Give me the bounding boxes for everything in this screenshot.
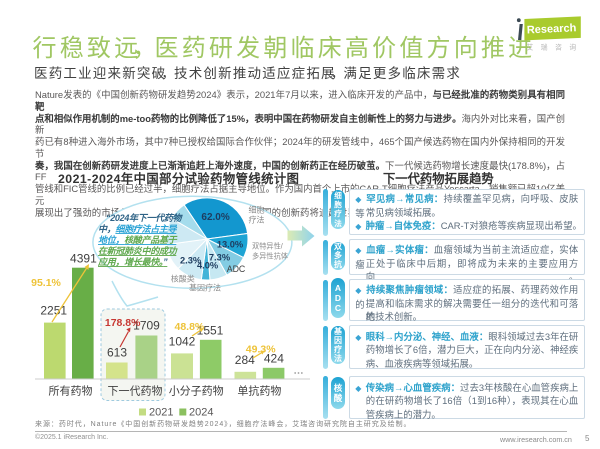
svg-text:2251: 2251 [40,304,67,318]
svg-text:2024: 2024 [189,407,213,419]
svg-text:62.0%: 62.0% [201,212,229,223]
svg-text:4.0%: 4.0% [197,260,219,270]
svg-text:7.3%: 7.3% [209,253,231,263]
svg-text:⋯: ⋯ [294,368,304,379]
svg-text:4391: 4391 [70,252,97,266]
svg-text:双特异性/: 双特异性/ [252,242,283,251]
svg-text:应用，增长最快。”: 应用，增长最快。” [97,257,168,267]
svg-text:49.3%: 49.3% [246,343,276,355]
svg-text:13.0%: 13.0% [217,239,244,249]
svg-text:基因疗法: 基因疗法 [189,283,221,293]
svg-text:1042: 1042 [169,335,196,349]
svg-text:178.8%: 178.8% [105,317,141,329]
svg-text:“2024年下一代药物: “2024年下一代药物 [106,213,184,223]
svg-text:95.1%: 95.1% [31,277,61,289]
svg-text:核酸类: 核酸类 [171,274,195,284]
svg-text:1709: 1709 [133,319,160,333]
svg-text:284: 284 [235,353,255,367]
svg-text:细胞: 细胞 [249,205,265,215]
svg-text:424: 424 [264,352,284,366]
svg-text:2021: 2021 [149,407,173,419]
svg-text:2.3%: 2.3% [180,256,202,266]
svg-text:1551: 1551 [197,324,224,338]
svg-text:在新冠肺炎中的成功: 在新冠肺炎中的成功 [98,246,179,256]
svg-text:艾瑞咨询: 艾瑞咨询 [527,43,584,52]
svg-text:中，细胞疗法占主导: 中，细胞疗法占主导 [98,224,178,234]
svg-text:单抗药物: 单抗药物 [237,384,281,398]
svg-text:多异性抗体: 多异性抗体 [252,251,288,260]
svg-text:ADC: ADC [227,264,246,274]
svg-text:Research: Research [527,22,577,36]
svg-text:小分子药物: 小分子药物 [169,384,224,398]
svg-text:下一代药物: 下一代药物 [108,384,163,398]
svg-text:48.8%: 48.8% [175,321,205,333]
svg-text:所有药物: 所有药物 [49,384,93,398]
svg-text:疗法: 疗法 [249,215,265,225]
svg-text:地位，核酸产品基于: 地位，核酸产品基于 [98,235,178,245]
svg-text:613: 613 [107,346,127,360]
